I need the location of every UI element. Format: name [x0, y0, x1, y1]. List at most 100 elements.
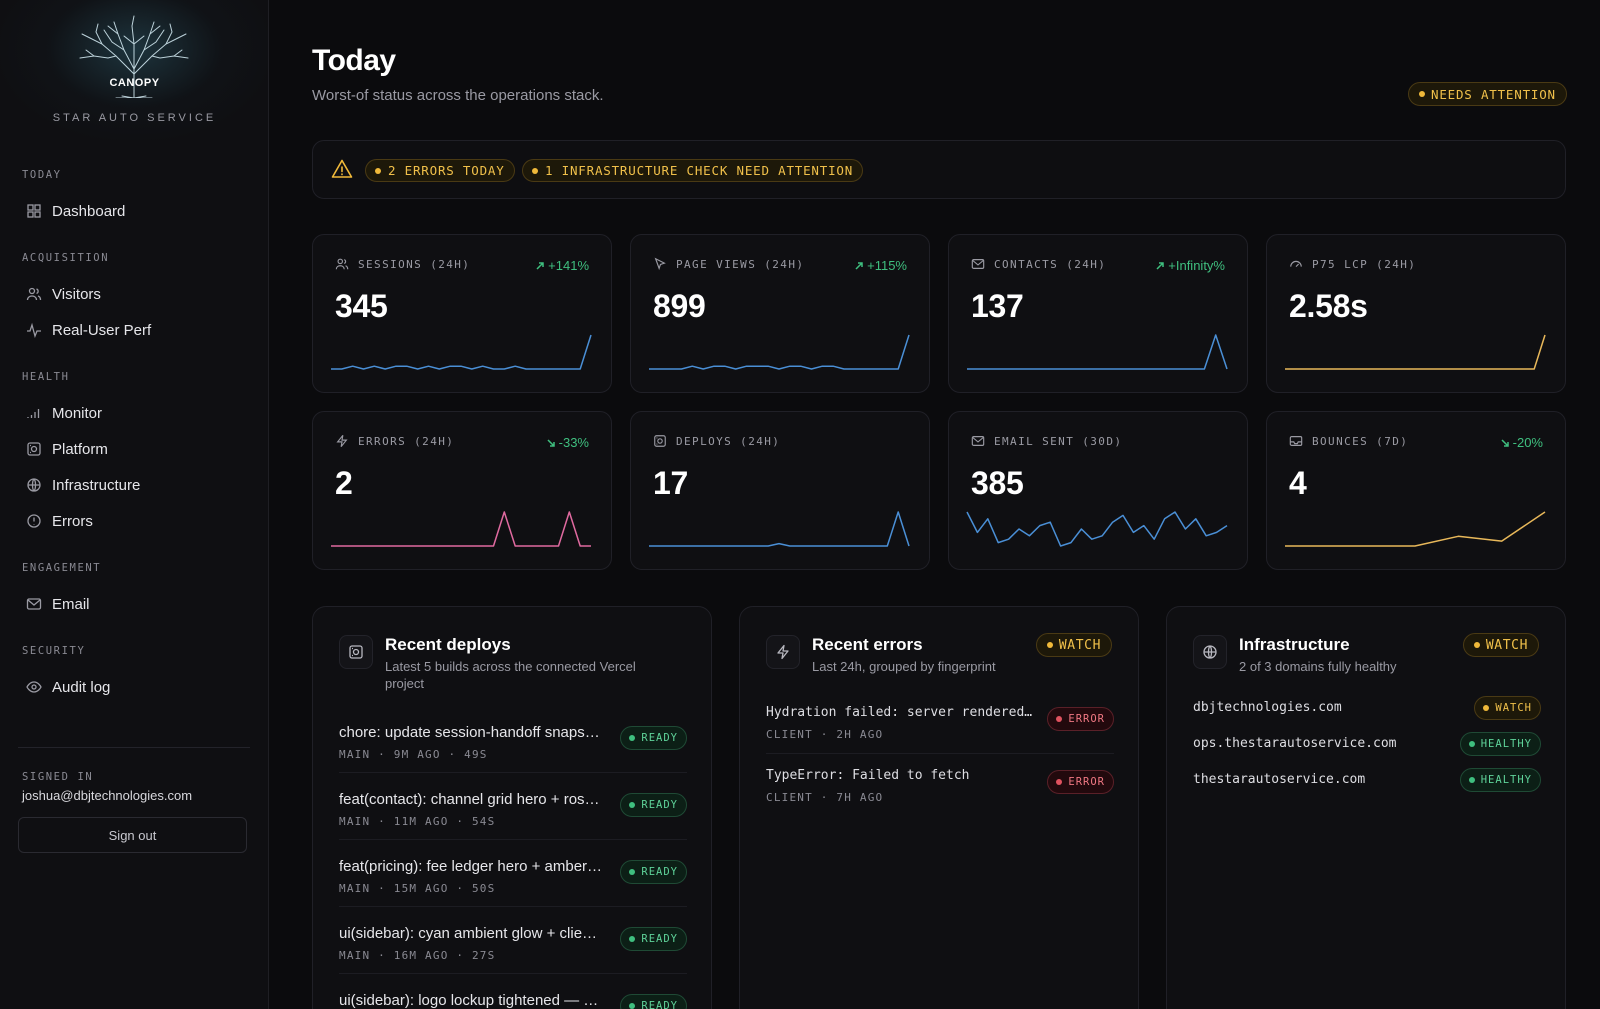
- sidebar-item-email[interactable]: Email: [18, 589, 250, 619]
- status-badge: WATCH: [1474, 696, 1541, 720]
- panel-title: Recent deploys: [385, 635, 511, 654]
- sidebar-item-monitor[interactable]: Monitor: [18, 398, 250, 428]
- grid-icon: [26, 203, 42, 219]
- sidebar-item-errors[interactable]: Errors: [18, 506, 250, 536]
- domain-row[interactable]: ops.thestarautoservice.com HEALTHY: [1193, 730, 1541, 758]
- sidebar-item-real-user-perf[interactable]: Real-User Perf: [18, 315, 250, 345]
- deploy-row[interactable]: feat(contact): channel grid hero + ros… …: [339, 791, 687, 840]
- deploy-row[interactable]: ui(sidebar): cyan ambient glow + clie… M…: [339, 925, 687, 974]
- error-row[interactable]: Hydration failed: server rendered … CLIE…: [766, 705, 1114, 754]
- row-divider: [339, 772, 687, 773]
- sign-out-button[interactable]: Sign out: [18, 817, 247, 853]
- metric-card[interactable]: P75 LCP (24H) 2.58s: [1266, 234, 1566, 393]
- metric-label: CONTACTS (24H): [994, 258, 1107, 271]
- sidebar-item-label: Real-User Perf: [52, 321, 152, 339]
- sidebar-item-label: Visitors: [52, 285, 101, 303]
- globe-icon: [26, 477, 42, 493]
- nav-section-acquisition: ACQUISITION: [22, 252, 110, 264]
- sparkline-chart: [967, 334, 1228, 370]
- status-badge: READY: [620, 927, 687, 951]
- error-meta: CLIENT · 7H AGO: [766, 791, 884, 804]
- bolt-icon: [766, 635, 800, 669]
- status-badge: HEALTHY: [1459, 732, 1541, 756]
- metric-card[interactable]: EMAIL SENT (30D) 385: [948, 411, 1248, 570]
- metric-label: SESSIONS (24H): [358, 258, 471, 271]
- sparkline-chart: [331, 334, 592, 370]
- domain-row[interactable]: thestarautoservice.com HEALTHY: [1193, 766, 1541, 794]
- infrastructure-panel: Infrastructure 2 of 3 domains fully heal…: [1166, 606, 1566, 1009]
- alert-pill-infrastructure[interactable]: 1 INFRASTRUCTURE CHECK NEED ATTENTION: [522, 159, 864, 182]
- deploy-row[interactable]: chore: update session-handoff snaps… MAI…: [339, 724, 687, 773]
- server-icon: [339, 635, 373, 669]
- sidebar-divider: [18, 747, 250, 748]
- metric-card[interactable]: BOUNCES (7D) -20% 4: [1266, 411, 1566, 570]
- sidebar-item-label: Audit log: [52, 678, 111, 696]
- users-icon: [26, 286, 42, 302]
- error-row[interactable]: TypeError: Failed to fetch CLIENT · 7H A…: [766, 768, 1114, 804]
- alert-bar: 2 ERRORS TODAY 1 INFRASTRUCTURE CHECK NE…: [312, 140, 1566, 199]
- sparkline-line: [1285, 334, 1546, 370]
- sidebar-item-dashboard[interactable]: Dashboard: [18, 196, 250, 226]
- metric-value: 345: [335, 288, 388, 324]
- warning-triangle-icon: [331, 159, 353, 178]
- status-badge: READY: [620, 793, 687, 817]
- status-dot: [629, 802, 636, 808]
- deploy-meta: MAIN · 16M AGO · 27S: [339, 949, 496, 962]
- status-label: WATCH: [1485, 637, 1528, 653]
- pulse-icon: [26, 322, 42, 338]
- metric-delta: +141%: [535, 258, 589, 273]
- domain-name: dbjtechnologies.com: [1193, 700, 1342, 715]
- tree-logo-icon: [79, 15, 189, 98]
- status-dot: [1473, 642, 1480, 648]
- metric-value: 17: [653, 465, 688, 501]
- deploy-row[interactable]: feat(pricing): fee ledger hero + amber… …: [339, 858, 687, 907]
- deploy-row[interactable]: ui(sidebar): logo lockup tightened — … R…: [339, 992, 687, 1009]
- status-badge: READY: [620, 726, 687, 750]
- alert-circle-icon: [26, 513, 42, 529]
- status-label: HEALTHY: [1480, 738, 1532, 750]
- domain-name: thestarautoservice.com: [1193, 772, 1366, 787]
- status-dot: [629, 936, 636, 942]
- metric-card[interactable]: PAGE VIEWS (24H) +115% 899: [630, 234, 930, 393]
- brand-logo[interactable]: CANOPY STAR AUTO SERVICE: [0, 0, 269, 140]
- sidebar-item-audit-log[interactable]: Audit log: [18, 672, 250, 702]
- deploy-title: chore: update session-handoff snaps…: [339, 724, 600, 741]
- error-title: TypeError: Failed to fetch: [766, 768, 970, 783]
- sparkline-chart: [1285, 334, 1546, 370]
- metric-card[interactable]: ERRORS (24H) -33% 2: [312, 411, 612, 570]
- arrow-down-right-icon: [1501, 438, 1509, 447]
- metric-delta: -20%: [1500, 435, 1543, 450]
- status-dot: [1056, 779, 1063, 785]
- inbox-icon: [1289, 436, 1303, 446]
- status-badge: WATCH: [1462, 633, 1539, 657]
- recent-deploys-panel: Recent deploys Latest 5 builds across th…: [312, 606, 712, 1009]
- metric-card[interactable]: DEPLOYS (24H) 17: [630, 411, 930, 570]
- sparkline-line: [1285, 511, 1546, 547]
- sidebar-item-platform[interactable]: Platform: [18, 434, 250, 464]
- domain-row[interactable]: dbjtechnologies.com WATCH: [1193, 694, 1541, 722]
- metric-label: PAGE VIEWS (24H): [676, 258, 805, 271]
- gauge-icon: [1290, 260, 1302, 268]
- deploy-title: feat(contact): channel grid hero + ros…: [339, 791, 600, 808]
- sidebar-item-infrastructure[interactable]: Infrastructure: [18, 470, 250, 500]
- status-dot: [532, 167, 538, 174]
- recent-errors-panel: Recent errors Last 24h, grouped by finge…: [739, 606, 1139, 1009]
- metric-label: P75 LCP (24H): [1312, 258, 1417, 271]
- nav-section-today: TODAY: [22, 169, 62, 181]
- alert-pill-errors[interactable]: 2 ERRORS TODAY: [365, 159, 515, 182]
- panel-title: Infrastructure: [1239, 635, 1350, 654]
- sparkline-line: [966, 511, 1228, 547]
- domain-name: ops.thestarautoservice.com: [1193, 736, 1397, 751]
- error-title: Hydration failed: server rendered …: [766, 705, 1036, 720]
- metric-card[interactable]: CONTACTS (24H) +Infinity% 137: [948, 234, 1248, 393]
- sidebar-item-label: Dashboard: [52, 202, 126, 220]
- metric-card[interactable]: SESSIONS (24H) +141% 345: [312, 234, 612, 393]
- arrow-up-right-icon: [855, 261, 863, 270]
- metric-value: 899: [653, 288, 706, 324]
- status-dot: [629, 735, 636, 741]
- mail-icon: [971, 259, 985, 269]
- sidebar-item-visitors[interactable]: Visitors: [18, 279, 250, 309]
- status-label: READY: [641, 1000, 678, 1009]
- server-icon: [26, 441, 42, 457]
- sparkline-chart: [649, 511, 910, 547]
